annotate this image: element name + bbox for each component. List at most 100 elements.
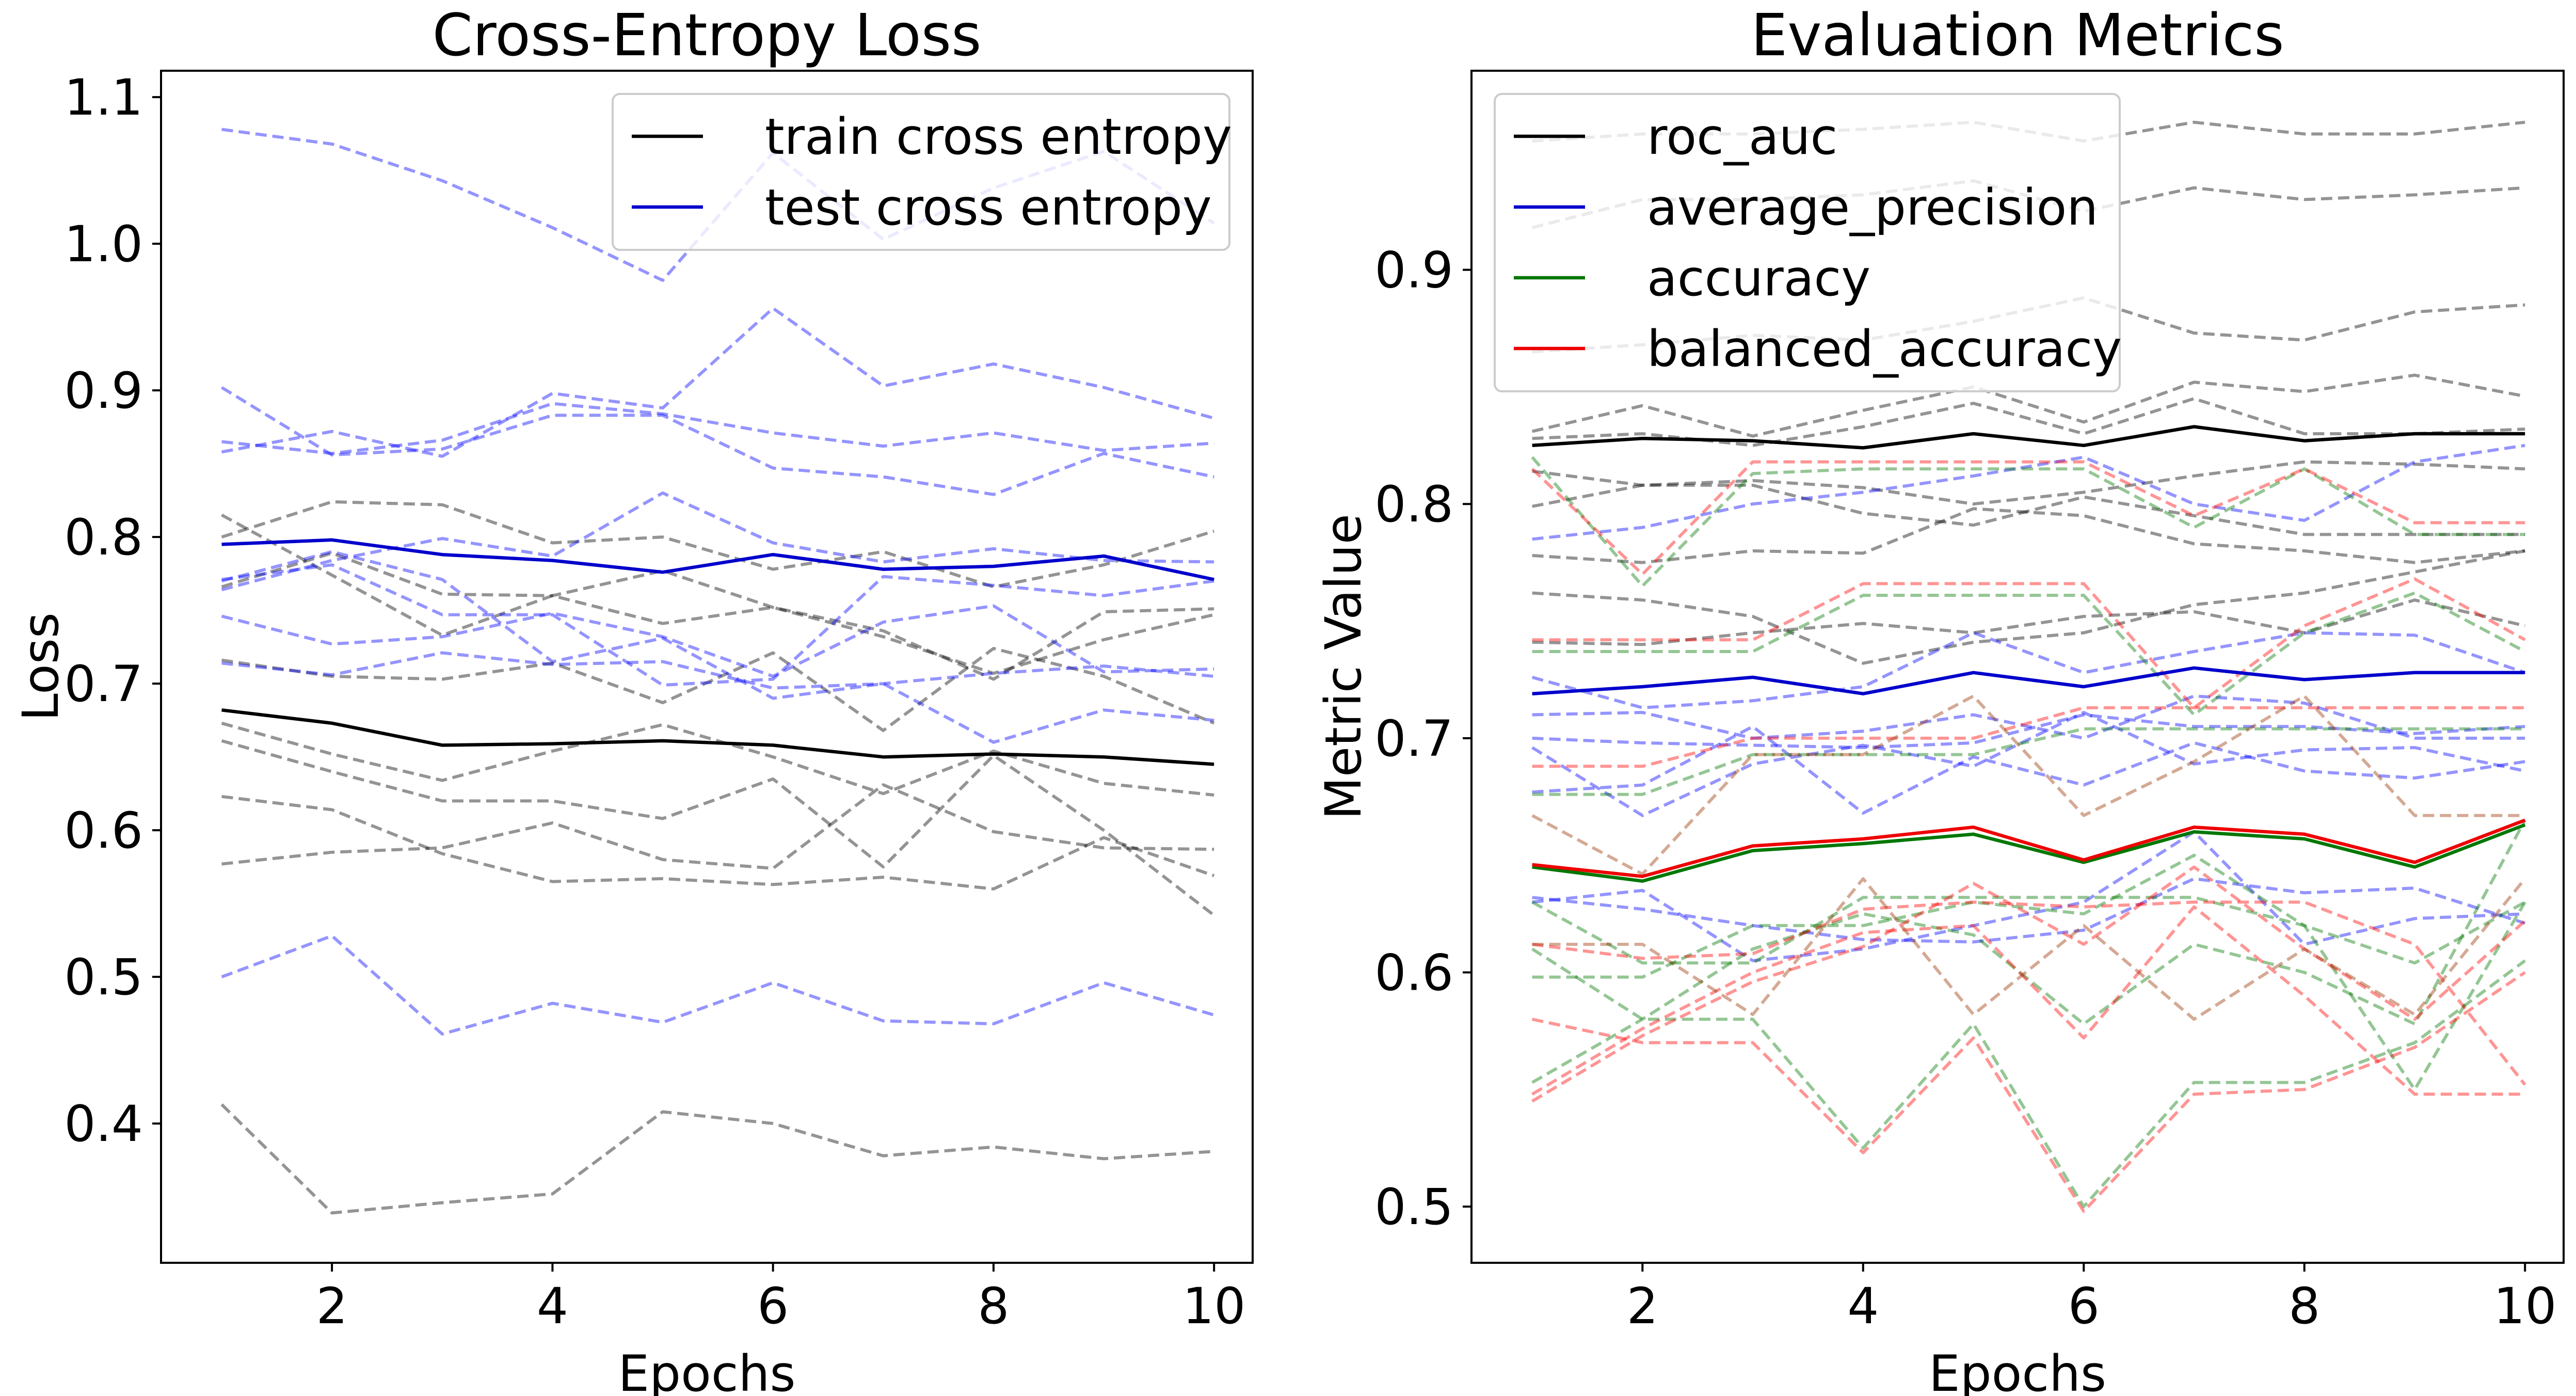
fold-line-9 bbox=[221, 513, 1214, 675]
series-line-accuracy bbox=[1532, 823, 2526, 883]
fold-line-2 bbox=[221, 783, 1214, 870]
fold-line-12 bbox=[1531, 631, 2526, 709]
series-line-balanced-accuracy bbox=[1532, 818, 2526, 878]
series-line-train-cross-entropy bbox=[221, 708, 1214, 766]
fold-line-34 bbox=[1532, 877, 2526, 1021]
x-tick-label: 8 bbox=[2289, 1277, 2320, 1335]
y-tick-label: 1.1 bbox=[64, 69, 143, 126]
fold-line-33 bbox=[1531, 694, 2525, 876]
y-tick-label: 0.7 bbox=[1374, 710, 1453, 768]
plot-area bbox=[1531, 120, 2526, 1213]
fold-line-5 bbox=[1532, 397, 2525, 447]
y-tick-label: 0.9 bbox=[1374, 242, 1453, 299]
x-tick-label: 2 bbox=[316, 1277, 348, 1335]
fold-line-9 bbox=[1532, 549, 2525, 665]
legend: train cross entropy test cross entropy bbox=[612, 93, 1232, 251]
x-tick-label: 6 bbox=[2068, 1277, 2100, 1335]
x-tick-label: 2 bbox=[1627, 1277, 1658, 1335]
legend-label: train cross entropy bbox=[765, 108, 1232, 166]
y-tick-label: 0.8 bbox=[1374, 475, 1453, 533]
fold-line-10 bbox=[1532, 598, 2525, 646]
series-line-roc-auc bbox=[1532, 425, 2525, 450]
fold-line-10 bbox=[221, 934, 1215, 1036]
chart-title: Cross-Entropy Loss bbox=[433, 2, 982, 69]
fold-line-14 bbox=[221, 563, 1214, 687]
legend-label: average_precision bbox=[1647, 179, 2098, 236]
legend-box bbox=[1494, 93, 2121, 392]
fold-line-4 bbox=[1531, 373, 2525, 438]
y-tick-label: 0.9 bbox=[64, 362, 143, 420]
x-axis-label: Epochs bbox=[1929, 1345, 2106, 1396]
fold-line-6 bbox=[221, 647, 1215, 732]
y-tick-label: 1.0 bbox=[64, 215, 143, 273]
y-axis-label: Loss bbox=[12, 612, 70, 721]
fold-line-18 bbox=[220, 386, 1214, 496]
legend: roc_auc average_precision accuracy balanced… bbox=[1494, 93, 2122, 392]
fold-line-15 bbox=[1531, 711, 2525, 817]
plot-frame bbox=[1470, 70, 2565, 1264]
y-tick-label: 0.7 bbox=[64, 655, 143, 713]
plot-area bbox=[220, 128, 1215, 1215]
fold-line-1 bbox=[220, 1103, 1214, 1215]
fold-line-7 bbox=[1532, 483, 2525, 536]
fold-line-4 bbox=[221, 739, 1215, 917]
fold-line-16 bbox=[1532, 725, 2525, 815]
fold-line-17 bbox=[221, 402, 1214, 455]
chart-title: Evaluation Metrics bbox=[1751, 2, 2284, 69]
fold-line-20 bbox=[1532, 591, 2526, 717]
fold-line-19 bbox=[1531, 456, 2525, 588]
fold-line-25 bbox=[1532, 853, 2526, 1091]
y-tick-label: 0.4 bbox=[64, 1095, 143, 1153]
y-tick-label: 0.5 bbox=[64, 948, 143, 1006]
fold-line-16 bbox=[221, 307, 1215, 458]
fold-line-3 bbox=[221, 795, 1215, 891]
fold-line-8 bbox=[1532, 507, 2525, 564]
fold-line-22 bbox=[1531, 896, 2526, 965]
fold-line-26 bbox=[1531, 460, 2525, 576]
fold-line-8 bbox=[221, 500, 1215, 589]
x-tick-label: 10 bbox=[2493, 1277, 2556, 1335]
legend-label: balanced_accuracy bbox=[1647, 320, 2122, 378]
x-tick-label: 6 bbox=[757, 1277, 789, 1335]
fold-line-28 bbox=[1532, 706, 2525, 768]
x-tick-label: 4 bbox=[1847, 1277, 1879, 1335]
x-tick-label: 4 bbox=[537, 1277, 568, 1335]
fold-line-17 bbox=[1532, 877, 2526, 944]
y-tick-label: 0.6 bbox=[1374, 944, 1453, 1002]
legend-label: accuracy bbox=[1647, 249, 1870, 307]
fold-line-30 bbox=[1531, 971, 2526, 1213]
y-tick-label: 0.8 bbox=[64, 509, 143, 566]
series-line-average-precision bbox=[1532, 666, 2525, 695]
y-tick-label: 0.5 bbox=[1374, 1178, 1453, 1236]
fold-line-24 bbox=[1531, 819, 2526, 1084]
fold-line-31 bbox=[1531, 905, 2525, 1096]
fold-line-32 bbox=[1531, 865, 2526, 1103]
fold-line-13 bbox=[1532, 694, 2525, 740]
fold-line-15 bbox=[221, 550, 1214, 744]
x-tick-label: 10 bbox=[1182, 1277, 1245, 1335]
x-tick-label: 8 bbox=[978, 1277, 1009, 1335]
series-line-test-cross-entropy bbox=[221, 538, 1214, 581]
fold-line-11 bbox=[221, 651, 1214, 690]
y-axis-label: Metric Value bbox=[1315, 514, 1372, 820]
fold-line-21 bbox=[1532, 727, 2525, 796]
fold-line-27 bbox=[1532, 577, 2526, 709]
fold-line-11 bbox=[1532, 443, 2525, 541]
y-tick-label: 0.6 bbox=[64, 802, 143, 860]
legend-box bbox=[612, 93, 1230, 251]
fold-line-23 bbox=[1531, 947, 2526, 1209]
plot-frame bbox=[160, 70, 1254, 1264]
fold-line-14 bbox=[1532, 713, 2525, 749]
x-axis-label: Epochs bbox=[618, 1345, 796, 1396]
fold-line-29 bbox=[1532, 900, 2526, 1086]
fold-line-7 bbox=[221, 551, 1214, 681]
fold-line-13 bbox=[221, 491, 1214, 592]
fold-line-6 bbox=[1532, 460, 2525, 506]
chart-panel-1: Cross-Entropy Loss 2 4 6 8 10 0.4 0.5 0.6 0.7 0.8 0… bbox=[12, 2, 1254, 1396]
legend-label: test cross entropy bbox=[765, 179, 1212, 236]
chart-panel-2: Evaluation Metrics 2 4 6 8 10 0.5 0.6 0.7 0.8 0.9 E… bbox=[1315, 2, 2565, 1396]
fold-line-18 bbox=[1532, 830, 2525, 962]
fold-line-5 bbox=[221, 721, 1214, 797]
legend-label: roc_auc bbox=[1647, 108, 1837, 166]
